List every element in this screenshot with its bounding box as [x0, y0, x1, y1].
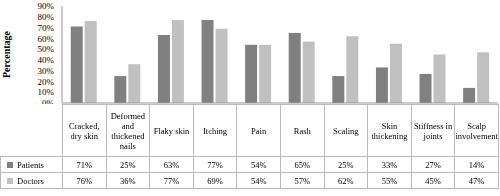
html-text:27%: 27%	[425, 159, 441, 170]
html-text:45%: 45%	[425, 175, 441, 186]
html-text:Pain: Pain	[251, 125, 267, 136]
html-text:Deformed and thickened nails: Deformed and thickened nails	[110, 110, 146, 151]
html-text:33%: 33%	[381, 159, 398, 170]
html-text:Scalp involvement: Scalp involvement	[455, 120, 498, 141]
html-text:47%: 47%	[468, 175, 485, 186]
html-text:57%: 57%	[294, 175, 311, 186]
html-text:65%: 65%	[294, 159, 311, 170]
html-text:25%: 25%	[120, 159, 136, 170]
html-text:Flaky skin: Flaky skin	[153, 125, 190, 136]
html-text:Rash: Rash	[293, 125, 311, 136]
html-text:Patients: Patients	[17, 159, 44, 170]
html-text:Stiffness in joints: Stiffness in joints	[413, 120, 453, 141]
svg-text:90%: 90%	[38, 1, 55, 11]
svg-text:50%: 50%	[38, 44, 55, 54]
html-text:Cracked, dry skin: Cracked, dry skin	[69, 120, 100, 141]
svg-text:Percentage: Percentage	[8, 30, 12, 78]
html-text:Doctors: Doctors	[17, 175, 44, 186]
html-text:77%: 77%	[207, 159, 223, 170]
html-text:14%: 14%	[468, 159, 485, 170]
svg-text:80%: 80%	[38, 12, 55, 22]
html-text:77%: 77%	[163, 175, 180, 186]
html-text:55%: 55%	[381, 175, 398, 186]
html-text:Scaling: Scaling	[333, 125, 359, 136]
html-text:63%: 63%	[163, 159, 180, 170]
svg-text:70%: 70%	[38, 23, 55, 33]
html-text:Itching: Itching	[203, 125, 228, 136]
html-text:54%: 54%	[250, 175, 267, 186]
html-text:69%: 69%	[207, 175, 223, 186]
html-text:62%: 62%	[338, 175, 354, 186]
html-text:54%: 54%	[250, 159, 267, 170]
svg-text:30%: 30%	[38, 66, 55, 76]
html-text:71%: 71%	[76, 159, 93, 170]
svg-text:20%: 20%	[38, 77, 55, 87]
svg-text:60%: 60%	[38, 34, 55, 44]
svg-text:0%: 0%	[42, 98, 55, 104]
svg-text:10%: 10%	[38, 87, 55, 97]
svg-text:40%: 40%	[38, 55, 55, 65]
html-text:76%: 76%	[76, 175, 93, 186]
html-text:25%: 25%	[338, 159, 354, 170]
html-text:36%: 36%	[120, 175, 136, 186]
html-text:Skin thickening: Skin thickening	[371, 120, 408, 141]
